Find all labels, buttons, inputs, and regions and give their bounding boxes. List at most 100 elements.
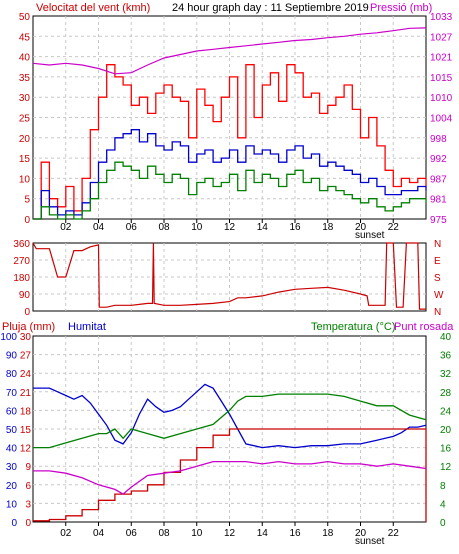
x-tick-label: 16: [289, 222, 301, 233]
tick-label: 5: [24, 195, 30, 206]
tick-label: 18: [20, 406, 32, 417]
tick-label: 90: [19, 290, 31, 301]
tick-label: 20: [440, 425, 452, 436]
tick-label: 3: [25, 499, 31, 510]
tick-label: 1027: [430, 32, 453, 43]
tick-label: 50: [6, 425, 18, 436]
humidity-axis: 0 10 20 30 40 50 60 70 80 90 100: [0, 332, 17, 529]
wind-sunset-label: sunset: [355, 230, 385, 241]
tick-label: 1004: [430, 114, 453, 125]
tick-label: 27: [20, 351, 32, 362]
direction-line: [32, 242, 426, 310]
tick-label: N: [434, 307, 441, 318]
tick-label: E: [434, 256, 441, 267]
tick-label: 1015: [430, 73, 453, 84]
tick-label: 40: [440, 332, 452, 343]
tick-label: 15: [19, 154, 31, 165]
gust-line: [33, 64, 427, 220]
x-tick-label: 12: [224, 222, 236, 233]
tick-label: 987: [430, 174, 447, 185]
x-tick-label: 18: [322, 528, 334, 539]
average-line: [33, 161, 427, 220]
rain-line: [33, 428, 427, 522]
tick-label: 1010: [430, 93, 453, 104]
x-tick-label: 06: [126, 222, 138, 233]
x-tick-label: 02: [60, 222, 72, 233]
tick-label: 30: [6, 462, 18, 473]
pressure-line: [32, 27, 427, 75]
tick-label: 30: [20, 332, 32, 343]
tick-label: 20: [6, 481, 18, 492]
tick-label: 360: [13, 239, 30, 250]
tick-label: 981: [430, 195, 447, 206]
tick-label: 10: [19, 174, 31, 185]
tick-label: 100: [0, 332, 17, 343]
tick-label: 21: [20, 388, 32, 399]
x-tick-label: 04: [93, 528, 105, 539]
tick-label: 998: [430, 134, 447, 145]
rain-label: Pluja (mm): [2, 321, 55, 333]
tick-label: 16: [440, 444, 452, 455]
tick-label: 0: [25, 518, 31, 529]
tick-label: N: [434, 239, 441, 250]
tick-label: 40: [6, 444, 18, 455]
wind-time-axis: 02 04 06 08 10 12 14 16 18 20 22: [60, 219, 399, 233]
x-tick-label: 14: [257, 528, 269, 539]
tick-label: 60: [6, 406, 18, 417]
tick-label: 40: [19, 53, 31, 64]
tick-label: 4: [440, 499, 446, 510]
tick-label: 12: [20, 444, 32, 455]
x-tick-label: 20: [355, 528, 367, 539]
x-tick-label: 22: [388, 222, 400, 233]
tick-label: 8: [440, 481, 446, 492]
direction-plot-area: [32, 242, 427, 312]
tick-label: 12: [440, 462, 452, 473]
pressure-label: Pressió (mb): [370, 2, 432, 14]
humidity-line: [33, 383, 427, 449]
wind-left-axis: 0 5 10 15 20 25 30 35 40 45 50: [19, 12, 31, 226]
tick-label: 90: [6, 351, 18, 362]
humidity-label: Humitat: [68, 321, 106, 333]
dewpoint-line: [33, 460, 427, 495]
tick-label: 36: [440, 351, 452, 362]
x-tick-label: 06: [126, 528, 138, 539]
tick-label: 9: [25, 462, 31, 473]
rain-axis: 0 3 6 9 12 15 18 21 24 27 30: [20, 332, 32, 529]
tick-label: 992: [430, 154, 447, 165]
tick-label: 70: [6, 388, 18, 399]
x-tick-label: 20: [355, 222, 367, 233]
tick-label: 30: [19, 93, 31, 104]
temperature-line: [33, 393, 427, 449]
wind-series: [32, 27, 427, 220]
climate-time-axis: 02 04 06 08 10 12 14 16 18 20 22: [60, 522, 399, 539]
tick-label: 35: [19, 73, 31, 84]
temperature-axis: 0 4 8 12 16 20 24 28 32 36 40: [440, 332, 452, 529]
tick-label: 24: [440, 406, 452, 417]
wind-panel: Velocitat del vent (kmh) 24 hour graph d…: [19, 2, 453, 241]
climate-panel: Pluja (mm) Humitat Temperatura (°C) Punt…: [0, 321, 454, 547]
direction-degree-axis: 0 90 180 270 360: [13, 239, 30, 318]
tick-label: 1021: [430, 53, 453, 64]
direction-series: [32, 242, 426, 310]
tick-label: 0: [24, 307, 30, 318]
wind-line: [33, 129, 427, 220]
climate-sunset-label: sunset: [355, 536, 385, 547]
tick-label: 28: [440, 388, 452, 399]
direction-grid: [33, 243, 426, 311]
x-tick-label: 22: [388, 528, 400, 539]
tick-label: 0: [11, 518, 17, 529]
x-tick-label: 02: [60, 528, 72, 539]
x-tick-label: 16: [289, 528, 301, 539]
tick-label: 50: [19, 12, 31, 23]
tick-label: 15: [20, 425, 32, 436]
x-tick-label: 08: [158, 222, 170, 233]
x-tick-label: 10: [191, 222, 203, 233]
x-tick-label: 04: [93, 222, 105, 233]
pressure-axis: 975 981 987 992 998 1004 1010 1015 1021 1027 1033: [430, 12, 453, 226]
tick-label: 10: [6, 499, 18, 510]
tick-label: W: [434, 290, 444, 301]
tick-label: 270: [13, 256, 30, 267]
tick-label: S: [434, 273, 441, 284]
